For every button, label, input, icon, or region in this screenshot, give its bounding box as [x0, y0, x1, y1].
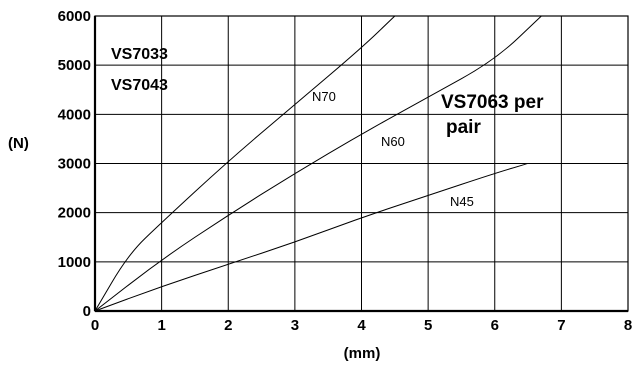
annotation-vs7043: VS7043	[111, 77, 168, 94]
chart-grid	[95, 16, 628, 311]
tick-labels: 0 1 2 3 4 5 6 7 8 0 1000 2000 3000 4000 5000 6000	[58, 8, 633, 334]
y-tick-label-0: 0	[83, 303, 91, 320]
x-tick-label-1: 1	[157, 317, 165, 334]
y-tick-label-5000: 5000	[58, 57, 91, 74]
y-tick-label-1000: 1000	[58, 254, 91, 271]
y-tick-label-6000: 6000	[58, 8, 91, 25]
series-label-n60: N60	[381, 134, 405, 149]
series-line-n60	[94, 15, 542, 312]
y-tick-label-2000: 2000	[58, 205, 91, 222]
x-axis-label: (mm)	[344, 345, 381, 362]
annotation-pair: pair	[446, 117, 481, 138]
x-tick-label-5: 5	[424, 317, 432, 334]
series-line-n70	[94, 15, 396, 312]
x-tick-label-4: 4	[357, 317, 366, 334]
annotation-vs7063-per: VS7063 per	[441, 92, 544, 113]
x-tick-label-7: 7	[557, 317, 565, 334]
x-tick-label-3: 3	[291, 317, 299, 334]
annotation-vs7033: VS7033	[111, 46, 168, 63]
x-tick-label-6: 6	[491, 317, 499, 334]
plot-frame	[93, 15, 629, 313]
series-label-n70: N70	[312, 89, 336, 104]
series-label-n45: N45	[450, 194, 474, 209]
x-tick-label-2: 2	[224, 317, 232, 334]
y-tick-label-4000: 4000	[58, 106, 91, 123]
x-tick-label-0: 0	[91, 317, 99, 334]
series-line-n45	[94, 163, 529, 312]
y-axis-label: (N)	[8, 135, 29, 152]
x-tick-label-8: 8	[624, 317, 632, 334]
series-lines	[94, 15, 542, 312]
y-tick-label-3000: 3000	[58, 156, 91, 173]
